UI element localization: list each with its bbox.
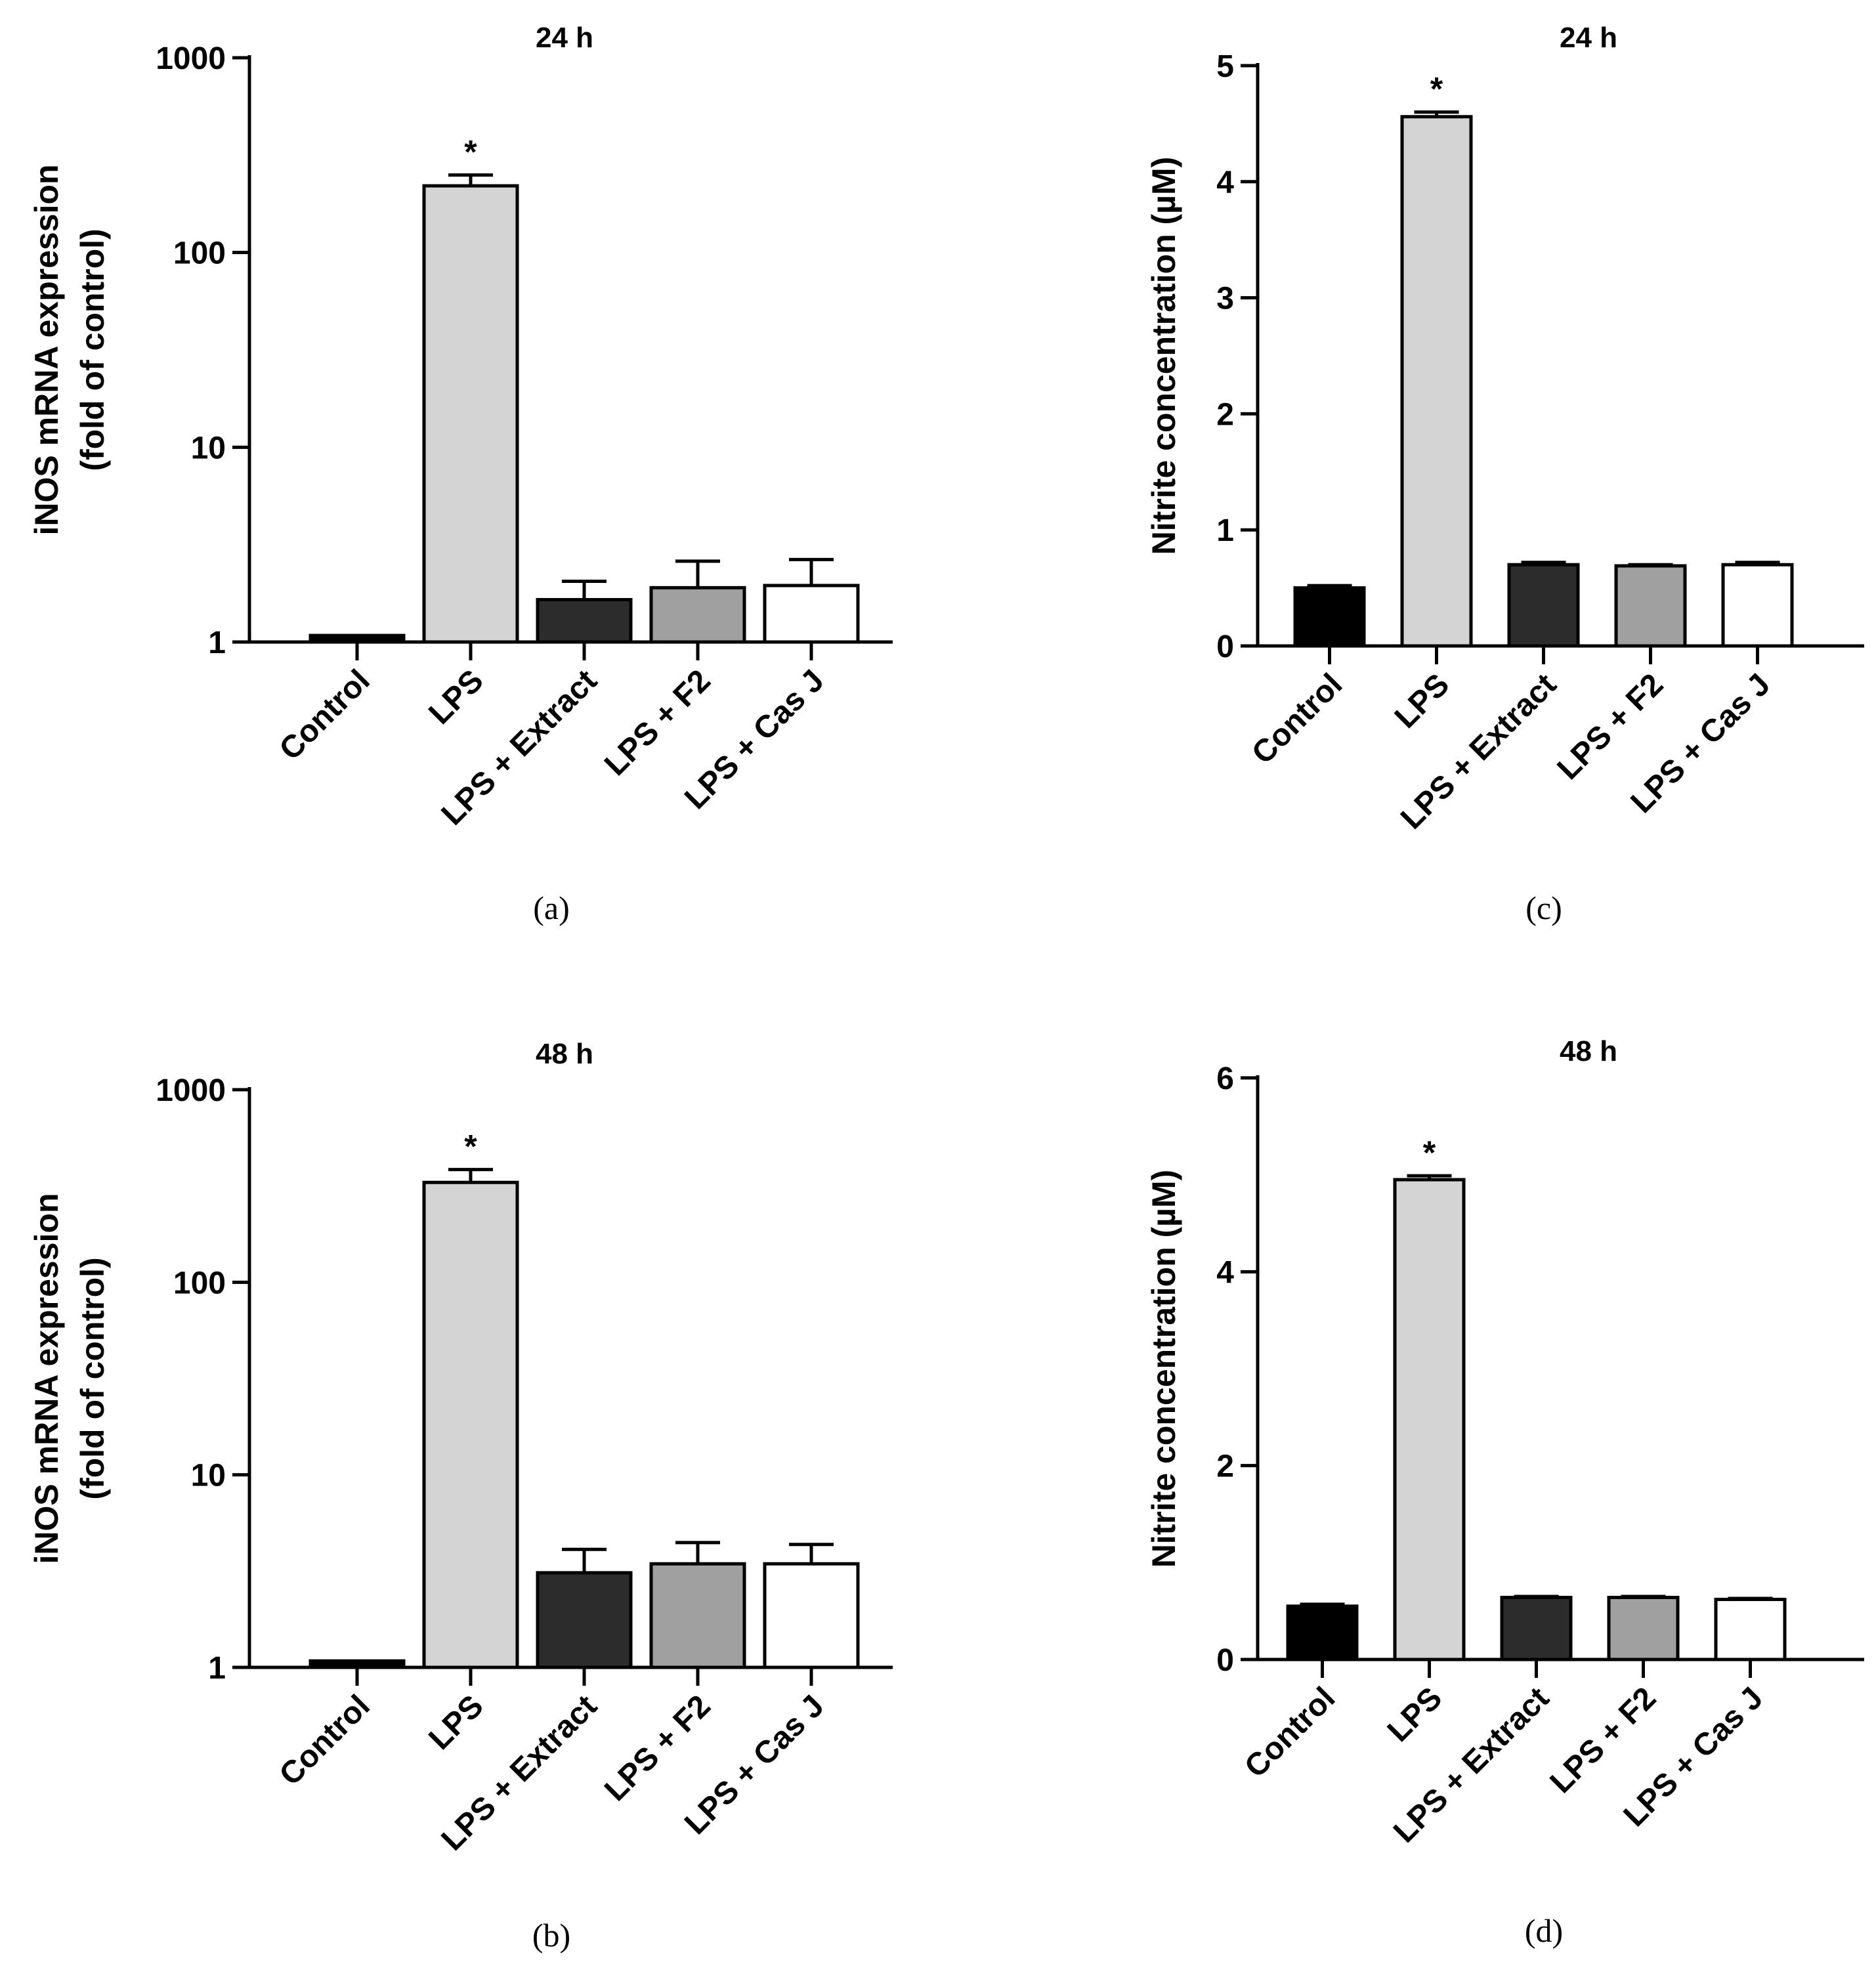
bar-control	[1286, 1604, 1359, 1661]
x-category-label: LPS + F2	[598, 1688, 717, 1808]
x-category-label: Control	[273, 663, 377, 767]
y-tick-label: 3	[1216, 282, 1234, 316]
bar-lps-extract	[1507, 563, 1580, 648]
x-category-label: Control	[273, 1688, 377, 1792]
chart-a: 24 h 1 10 100 1000 iNOS mRNA expression (fold …	[28, 22, 893, 926]
bar-lps-f2	[649, 586, 746, 644]
x-category-label: LPS	[422, 1688, 490, 1756]
y-tick-label: 0	[1216, 1643, 1234, 1678]
y-tick-label: 4	[1216, 1255, 1234, 1290]
y-tick-label: 6	[1216, 1061, 1234, 1096]
y-tick-label: 10	[191, 431, 226, 465]
bar-lps-cas-j	[763, 1562, 860, 1669]
x-category-label: LPS	[1381, 1681, 1449, 1748]
bar-lps-extract	[1500, 1595, 1573, 1661]
y-tick-label: 10	[191, 1459, 226, 1493]
bar-lps-cas-j	[1721, 563, 1794, 648]
y-axis-title: iNOS mRNA expression	[28, 1193, 65, 1564]
chart-c: 24 h 0 1 2 3 4 5 Nitrite concentration (µM) Cont…	[1145, 22, 1864, 926]
bar-lps-cas-j	[763, 584, 860, 644]
x-category-label: Control	[1245, 667, 1349, 771]
y-tick-label: 2	[1216, 397, 1234, 432]
x-category-label: LPS + F2	[598, 663, 717, 782]
bar-control	[309, 633, 406, 644]
y-axis-title: Nitrite concentration (µM)	[1145, 157, 1182, 555]
chart-title: 24 h	[536, 22, 593, 54]
x-category-label: LPS	[1388, 667, 1456, 735]
bar-control	[1293, 586, 1366, 648]
panel-label: (b)	[532, 1917, 570, 1954]
bar-lps	[1393, 1178, 1466, 1661]
y-axis-title: iNOS mRNA expression	[28, 165, 65, 536]
significance-marker: *	[1423, 1134, 1436, 1171]
y-tick-label: 5	[1216, 49, 1234, 84]
bar-lps-extract	[536, 1571, 633, 1669]
panel-label: (a)	[533, 889, 570, 926]
y-tick-label: 1	[1216, 513, 1234, 548]
chart-title: 24 h	[1560, 22, 1617, 54]
y-axis-title: (fold of control)	[74, 1257, 111, 1499]
panel-label: (c)	[1525, 889, 1562, 926]
x-category-label: Control	[1238, 1681, 1342, 1784]
y-tick-label: 1000	[156, 41, 226, 76]
bar-lps-f2	[649, 1562, 746, 1669]
bar-lps	[422, 184, 519, 644]
x-category-label: LPS	[422, 663, 490, 731]
chart-title: 48 h	[536, 1038, 593, 1070]
y-tick-label: 1000	[156, 1073, 226, 1108]
y-tick-label: 1	[208, 626, 226, 660]
significance-marker: *	[464, 134, 477, 171]
significance-marker: *	[464, 1128, 477, 1165]
bar-lps-f2	[1607, 1595, 1680, 1661]
y-axis-title: (fold of control)	[74, 228, 111, 471]
y-tick-label: 100	[173, 236, 226, 271]
bar-control	[309, 1659, 406, 1669]
y-axis-title: Nitrite concentration (µM)	[1145, 1170, 1182, 1568]
chart-d: 48 h 0 2 4 6 Nitrite concentration (µM) Contro…	[1145, 1035, 1864, 1949]
bar-lps	[1400, 115, 1473, 648]
y-tick-label: 4	[1216, 165, 1234, 200]
chart-title: 48 h	[1560, 1035, 1617, 1067]
bar-lps-f2	[1614, 564, 1687, 648]
bar-lps-cas-j	[1714, 1597, 1787, 1661]
bar-lps-extract	[536, 597, 633, 644]
significance-marker: *	[1430, 71, 1443, 108]
y-tick-label: 2	[1216, 1449, 1234, 1484]
y-tick-label: 100	[173, 1266, 226, 1300]
y-tick-label: 1	[208, 1651, 226, 1686]
panel-label: (d)	[1525, 1912, 1563, 1949]
bar-lps	[422, 1180, 519, 1669]
chart-b: 48 h 1 10 100 1000 iNOS mRNA expression (fold …	[28, 1038, 893, 1954]
y-tick-label: 0	[1216, 630, 1234, 664]
